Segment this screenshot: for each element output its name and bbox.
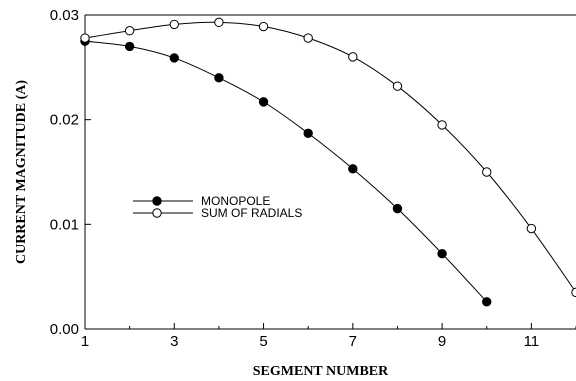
- legend-label: SUM OF RADIALS: [201, 206, 302, 220]
- data-point: [392, 81, 403, 91]
- x-axis-ticks: 1 3 5 7 9 11: [81, 323, 576, 350]
- data-point: [124, 26, 135, 36]
- x-tick-label: 5: [259, 333, 267, 350]
- x-tick-label: 7: [349, 333, 357, 350]
- data-point: [80, 33, 90, 43]
- data-point: [169, 19, 179, 30]
- y-tick-label: 0.02: [50, 112, 79, 129]
- data-point: [214, 17, 224, 28]
- data-point: [169, 53, 179, 63]
- x-tick-label: 11: [524, 333, 540, 350]
- data-point: [392, 203, 403, 214]
- series-line: [84, 21, 576, 293]
- data-point: [303, 128, 313, 138]
- data-point: [526, 223, 537, 234]
- data-point: [571, 287, 576, 298]
- y-axis-ticks: 0.00 0.01 0.02 0.03: [50, 7, 91, 338]
- data-point: [482, 297, 492, 307]
- legend-label: MONOPOLE: [201, 194, 270, 208]
- x-axis-title: SEGMENT NUMBER: [253, 364, 389, 379]
- legend-item: SUM OF RADIALS: [133, 206, 302, 220]
- y-tick-label: 0.00: [50, 321, 79, 338]
- series-line: [84, 40, 488, 303]
- legend-item: MONOPOLE: [133, 194, 270, 208]
- y-axis-title: CURRENT MAGNITUDE (A): [14, 80, 29, 264]
- x-tick-label: 1: [81, 333, 89, 350]
- x-tick-label: 9: [438, 333, 446, 350]
- series-2: [80, 17, 576, 298]
- data-point: [258, 21, 269, 32]
- data-point: [348, 164, 358, 174]
- y-tick-label: 0.01: [50, 216, 79, 233]
- data-point: [482, 167, 492, 177]
- data-point: [437, 120, 447, 130]
- x-tick-label: 3: [170, 333, 178, 350]
- data-point: [348, 52, 358, 62]
- data-point: [437, 248, 447, 259]
- axes: [84, 14, 576, 330]
- y-tick-label: 0.03: [50, 7, 79, 24]
- legend-marker: [152, 196, 162, 206]
- data-point: [258, 97, 269, 107]
- legend-marker: [152, 208, 162, 218]
- data-point: [303, 33, 313, 43]
- data-point: [124, 41, 135, 52]
- data-point: [214, 73, 224, 83]
- series-1: [80, 36, 492, 307]
- series-layer: [80, 17, 576, 307]
